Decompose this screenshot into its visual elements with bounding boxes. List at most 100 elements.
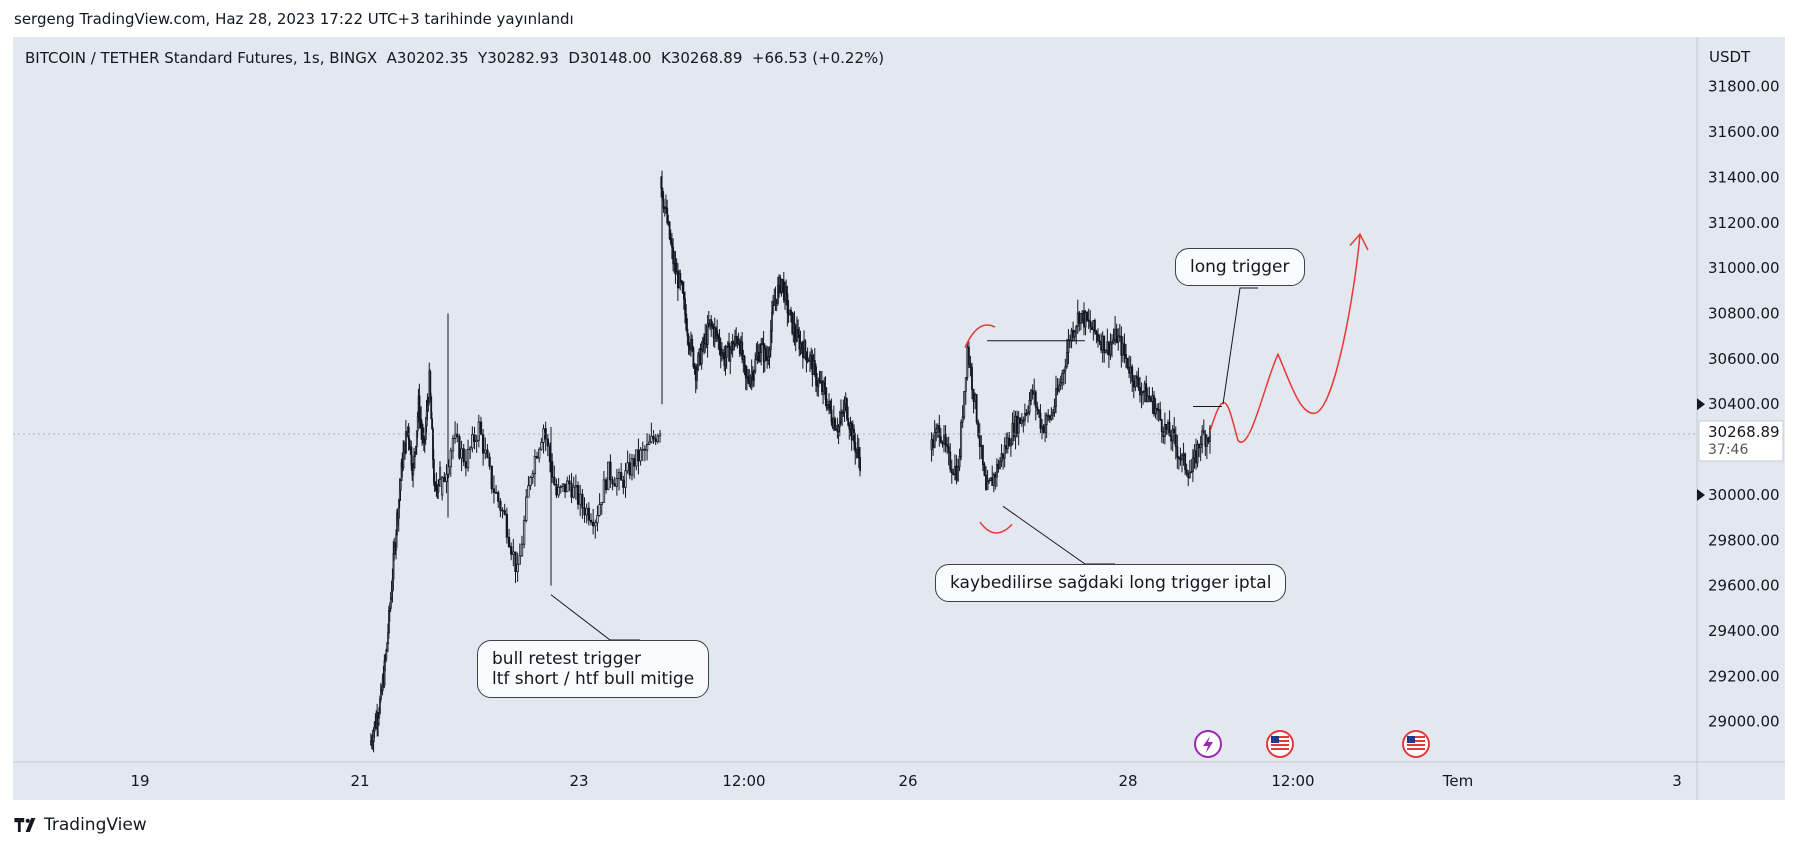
candle-body	[1008, 437, 1011, 447]
candle-body	[553, 476, 556, 485]
flag-stripe	[1271, 736, 1289, 738]
price-tick-label: 31400.00	[1708, 168, 1780, 186]
candle-body	[1064, 366, 1067, 372]
candle-body	[827, 404, 829, 409]
candle-body	[639, 449, 642, 462]
candle-body	[724, 357, 727, 366]
candle-body	[842, 412, 845, 414]
candle-body	[1059, 382, 1062, 386]
candle-body	[682, 291, 685, 300]
candle-body	[1067, 339, 1070, 353]
candle-body	[1006, 437, 1009, 450]
candle-body	[715, 327, 717, 331]
flag-stripe	[1407, 736, 1425, 738]
candle-body	[451, 438, 455, 452]
candle-body	[1195, 450, 1197, 464]
candle-body	[759, 352, 761, 362]
callout-long-trigger[interactable]: long trigger	[1175, 248, 1305, 286]
candle-body	[1177, 456, 1180, 459]
candle-body	[681, 281, 684, 293]
candle-body	[492, 488, 496, 493]
candle-body	[385, 650, 388, 660]
candle-body	[1107, 341, 1110, 356]
candle-body	[977, 421, 980, 437]
candle-body	[817, 380, 820, 387]
candle-body	[718, 338, 721, 349]
callout-lose-cancel-text: kaybedilirse sağdaki long trigger iptal	[950, 573, 1272, 593]
candle-body	[507, 536, 511, 548]
candle-body	[1084, 312, 1087, 328]
callout-lose-cancel[interactable]: kaybedilirse sağdaki long trigger iptal	[935, 564, 1287, 602]
candle-body	[760, 344, 763, 353]
candle-body	[769, 330, 772, 351]
tradingview-logo[interactable]: TradingView	[14, 815, 147, 835]
candle-body	[1047, 415, 1050, 417]
candle-body	[1045, 415, 1048, 426]
candle-body	[978, 435, 981, 447]
candle-body	[972, 389, 975, 402]
candle-body	[810, 354, 813, 357]
candle-body	[477, 421, 480, 441]
candle-body	[439, 466, 442, 480]
candle-body	[933, 432, 936, 448]
candle-body	[1191, 457, 1194, 473]
candle-body	[1027, 411, 1029, 415]
candle-body	[1095, 331, 1098, 335]
price-tick-label: 30000.00	[1708, 486, 1780, 504]
candle-body	[501, 509, 504, 512]
candle-body	[1087, 319, 1090, 322]
candle-body	[1009, 443, 1012, 447]
candle-body	[786, 293, 789, 314]
candle-body	[684, 298, 686, 315]
candle-body	[1170, 435, 1173, 442]
candle-body	[557, 486, 560, 496]
flag-canton	[1271, 736, 1279, 743]
candle-body	[443, 476, 446, 483]
candle-body	[713, 327, 716, 339]
candle-body	[1193, 450, 1196, 459]
candle-body	[768, 349, 771, 358]
candle-body	[986, 481, 989, 490]
candle-body	[859, 457, 861, 472]
candle-body	[1022, 419, 1025, 422]
callout-bull-retest-line2: ltf short / htf bull mitige	[492, 669, 695, 689]
candle-body	[497, 492, 500, 502]
time-tick-label: 3	[1672, 772, 1682, 790]
candle-body	[464, 461, 468, 469]
candle-body	[551, 461, 554, 478]
candle-body	[1171, 428, 1174, 442]
candle-body	[975, 394, 978, 423]
candle-body	[1165, 423, 1168, 430]
chart-pane[interactable]	[13, 37, 1785, 800]
candle-body	[741, 341, 744, 360]
price-tick-label: 29200.00	[1708, 667, 1780, 685]
candle-body	[840, 412, 842, 422]
candle-body	[1051, 412, 1054, 416]
candle-body	[527, 485, 530, 498]
candle-body	[1207, 437, 1210, 442]
candle-body	[823, 382, 826, 388]
price-tick-label: 30600.00	[1708, 350, 1780, 368]
candle-body	[1076, 312, 1079, 328]
candle-body	[516, 563, 519, 573]
candle-body	[773, 301, 776, 306]
candle-body	[514, 551, 517, 573]
callout-bull-retest[interactable]: bull retest trigger ltf short / htf bull…	[477, 640, 710, 698]
publish-caption: sergeng TradingView.com, Haz 28, 2023 17…	[14, 10, 574, 28]
candle-body	[1201, 430, 1204, 445]
candle-body	[1058, 384, 1061, 392]
candle-body	[1117, 335, 1120, 343]
candle-body	[1003, 445, 1006, 459]
candle-body	[853, 429, 856, 443]
candle-body	[1056, 388, 1059, 392]
candle-body	[505, 513, 509, 538]
flag-stripe	[1271, 744, 1289, 746]
candle-body	[1129, 366, 1132, 374]
candle-body	[846, 398, 848, 419]
candle-body	[579, 493, 582, 505]
candle-body	[1092, 320, 1095, 331]
candle-body	[679, 273, 682, 282]
candle-body	[1128, 366, 1131, 374]
candle-body	[510, 546, 513, 555]
